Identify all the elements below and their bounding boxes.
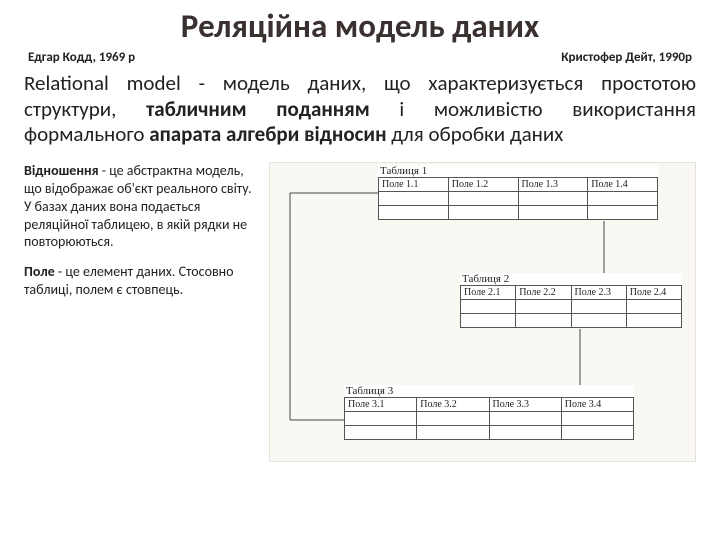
- table-1-header-cell: Поле 1.4: [588, 177, 658, 191]
- author-left: Едгар Кодд, 1969 р: [28, 50, 135, 65]
- def-b1: табличним поданням: [146, 96, 370, 122]
- table-3-cell: [489, 425, 561, 439]
- author-right: Кристофер Дейт, 1990р: [561, 50, 692, 65]
- table-2-header-cell: Поле 2.1: [461, 285, 516, 299]
- page-title: Реляційна модель даних: [24, 6, 696, 46]
- table-1-cell: [448, 205, 518, 219]
- table-2-header-cell: Поле 2.2: [516, 285, 571, 299]
- table-1-cell: [518, 205, 588, 219]
- table-3-cell: [345, 425, 417, 439]
- table-2-cell: [571, 313, 626, 327]
- table-3-cell: [561, 425, 633, 439]
- table-1-header-cell: Поле 1.2: [448, 177, 518, 191]
- table-1-cell: [588, 191, 658, 205]
- table-1-header-cell: Поле 1.1: [379, 177, 449, 191]
- authors-row: Едгар Кодд, 1969 р Кристофер Дейт, 1990р: [24, 50, 696, 65]
- table-3-header-cell: Поле 3.3: [489, 397, 561, 411]
- table-1-header-cell: Поле 1.3: [518, 177, 588, 191]
- table-2-cell: [626, 313, 681, 327]
- table-2-header-cell: Поле 2.3: [571, 285, 626, 299]
- left-column: Відношення - це абстрактна модель, що ві…: [24, 162, 259, 462]
- para-relation-term: Відношення: [24, 162, 99, 179]
- definition-paragraph: Relational model - модель даних, що хара…: [24, 71, 696, 148]
- table-2-cell: [626, 299, 681, 313]
- table-2-cell: [571, 299, 626, 313]
- table-2-cell: [516, 299, 571, 313]
- table-1: Таблиця 1Поле 1.1Поле 1.2Поле 1.3Поле 1.…: [378, 165, 658, 220]
- table-3-header-cell: Поле 3.4: [561, 397, 633, 411]
- para-field-term: Поле: [24, 263, 55, 280]
- table-2-cell: [516, 313, 571, 327]
- table-3-header-cell: Поле 3.2: [417, 397, 489, 411]
- para-field: Поле - це елемент даних. Стосовно таблиц…: [24, 263, 259, 299]
- table-2-caption: Таблиця 2: [460, 273, 682, 285]
- table-2-cell: [461, 299, 516, 313]
- schema-diagram: Таблиця 1Поле 1.1Поле 1.2Поле 1.3Поле 1.…: [269, 162, 696, 462]
- para-field-text: - це елемент даних. Стосовно таблиці, по…: [24, 263, 234, 298]
- table-3-cell: [345, 411, 417, 425]
- table-3: Таблиця 3Поле 3.1Поле 3.2Поле 3.3Поле 3.…: [344, 385, 634, 440]
- para-relation: Відношення - це абстрактна модель, що ві…: [24, 162, 259, 252]
- table-2-header-cell: Поле 2.4: [626, 285, 681, 299]
- table-3-cell: [417, 411, 489, 425]
- table-3-caption: Таблиця 3: [344, 385, 634, 397]
- def-b2: апарата алгебри відносин: [149, 121, 386, 147]
- table-3-header-cell: Поле 3.1: [345, 397, 417, 411]
- table-3-cell: [561, 411, 633, 425]
- def-p3: для обробки даних: [387, 121, 564, 147]
- table-2-cell: [461, 313, 516, 327]
- table-3-cell: [417, 425, 489, 439]
- table-2: Таблиця 2Поле 2.1Поле 2.2Поле 2.3Поле 2.…: [460, 273, 682, 328]
- table-1-cell: [518, 191, 588, 205]
- table-1-caption: Таблиця 1: [378, 165, 658, 177]
- table-1-cell: [448, 191, 518, 205]
- table-1-cell: [379, 205, 449, 219]
- table-1-cell: [379, 191, 449, 205]
- table-3-cell: [489, 411, 561, 425]
- table-1-cell: [588, 205, 658, 219]
